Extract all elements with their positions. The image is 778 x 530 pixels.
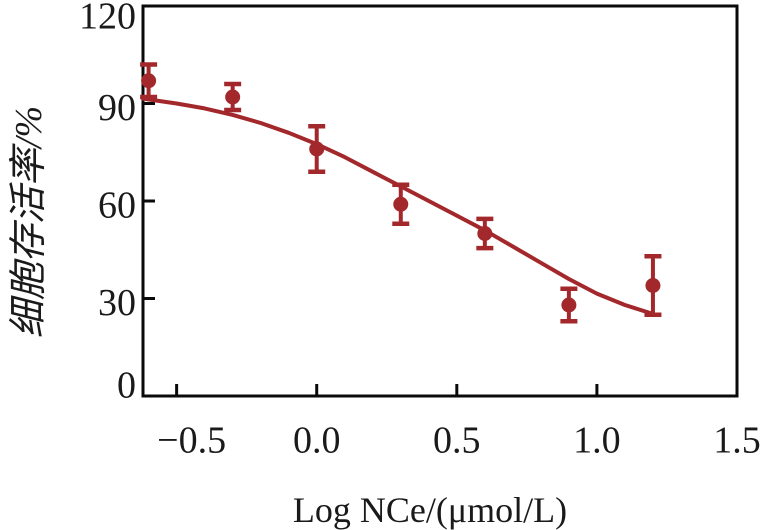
- y-tick-label: 90: [98, 87, 136, 129]
- data-point: [645, 278, 661, 293]
- data-point: [393, 196, 409, 212]
- y-axis-label: 细胞存活率/%: [8, 105, 50, 339]
- y-tick-label: 120: [79, 0, 136, 38]
- y-tick-label: 0: [117, 365, 136, 407]
- y-tick-label: 60: [98, 185, 136, 227]
- data-point: [225, 89, 241, 105]
- plot-frame: [141, 4, 739, 398]
- x-tick-label: 1.0: [573, 420, 621, 462]
- data-point: [309, 141, 325, 157]
- x-tick-label: 1.5: [713, 420, 761, 462]
- data-point: [561, 297, 577, 313]
- data-point: [477, 226, 493, 241]
- data-point: [141, 73, 157, 89]
- x-axis-label: Log NCe/(μmol/L): [292, 490, 568, 530]
- x-tick-label: 0.0: [293, 420, 341, 462]
- x-tick-label: −0.5: [157, 420, 226, 462]
- x-tick-label: 0.5: [433, 420, 481, 462]
- y-tick-label: 30: [98, 282, 136, 324]
